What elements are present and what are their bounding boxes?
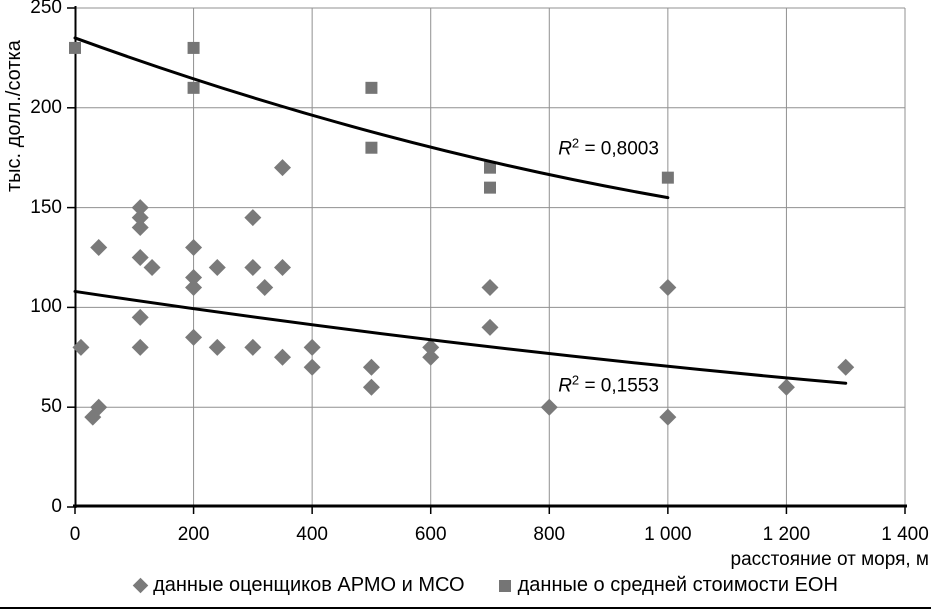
square-legend-icon bbox=[498, 579, 511, 592]
data-point-diamond bbox=[244, 209, 262, 227]
data-point-diamond bbox=[274, 258, 291, 276]
y-tick-label: 100 bbox=[30, 296, 62, 318]
data-point-diamond bbox=[185, 278, 203, 296]
data-point-diamond bbox=[208, 338, 226, 356]
y-tick-label: 250 bbox=[30, 0, 62, 18]
legend-item-eon: данные о средней стоимости ЕОН bbox=[498, 574, 838, 597]
data-point-diamond bbox=[837, 358, 855, 376]
data-point-diamond bbox=[72, 338, 90, 356]
data-point-diamond bbox=[185, 328, 203, 346]
trendline bbox=[73, 36, 670, 200]
data-point-diamond bbox=[422, 338, 440, 356]
trendline bbox=[73, 289, 848, 385]
data-point-diamond bbox=[244, 258, 262, 276]
r2-value: = 0,1553 bbox=[584, 375, 659, 397]
data-point-square bbox=[484, 181, 496, 194]
y-tick-label: 0 bbox=[51, 496, 62, 517]
data-point-diamond bbox=[143, 258, 161, 276]
axes-group bbox=[67, 6, 907, 514]
data-point-diamond bbox=[90, 398, 108, 416]
y-tick-label: 50 bbox=[40, 396, 62, 418]
data-point-diamond bbox=[422, 348, 440, 366]
data-point-diamond bbox=[303, 358, 321, 376]
data-points-group bbox=[69, 41, 855, 426]
data-point-square bbox=[365, 81, 378, 94]
x-tick-label: 600 bbox=[414, 524, 447, 545]
data-point-diamond bbox=[90, 239, 108, 257]
x-tick-label: 800 bbox=[533, 524, 566, 545]
r2-label-eon: R2 = 0,8003 bbox=[558, 135, 659, 160]
data-point-diamond bbox=[131, 249, 149, 266]
r2-value: = 0,8003 bbox=[584, 138, 659, 160]
x-axis-title: расстояние от моря, м bbox=[730, 549, 929, 570]
x-tick-label: 0 bbox=[69, 524, 81, 545]
r2-symbol: R bbox=[558, 375, 572, 397]
r2-exponent: 2 bbox=[571, 135, 580, 151]
data-point-diamond bbox=[659, 278, 677, 296]
legend-item-label: данные оценщиков АРМО и МСО bbox=[153, 574, 465, 596]
r2-symbol: R bbox=[558, 138, 572, 160]
data-point-square bbox=[69, 41, 81, 54]
data-point-square bbox=[661, 171, 674, 184]
scatter-plot bbox=[67, 6, 907, 514]
data-point-diamond bbox=[481, 318, 499, 336]
data-point-diamond bbox=[131, 308, 149, 326]
y-tick-label: 150 bbox=[30, 196, 62, 218]
r2-exponent: 2 bbox=[571, 372, 580, 388]
r2-label-appraisers: R2 = 0,1553 bbox=[558, 373, 659, 398]
data-point-diamond bbox=[185, 268, 203, 286]
data-point-diamond bbox=[244, 338, 262, 356]
data-point-diamond bbox=[481, 278, 499, 296]
data-point-diamond bbox=[131, 338, 149, 356]
x-tick-label: 1 200 bbox=[762, 524, 811, 545]
trendlines-group bbox=[73, 36, 848, 385]
data-point-diamond bbox=[131, 199, 149, 217]
data-point-diamond bbox=[131, 209, 149, 227]
x-tick-label: 1 000 bbox=[644, 524, 692, 545]
legend-item-label: данные о средней стоимости ЕОН bbox=[517, 574, 838, 596]
data-point-diamond bbox=[131, 219, 149, 237]
data-point-diamond bbox=[540, 398, 558, 416]
data-point-square bbox=[187, 81, 200, 94]
y-tick-label: 200 bbox=[30, 96, 62, 118]
data-point-diamond bbox=[659, 408, 677, 426]
data-point-diamond bbox=[185, 239, 203, 257]
data-point-diamond bbox=[256, 278, 274, 296]
gridlines-group bbox=[75, 7, 906, 507]
data-point-square bbox=[365, 141, 378, 154]
data-point-diamond bbox=[777, 378, 795, 396]
data-point-diamond bbox=[362, 358, 380, 376]
data-point-diamond bbox=[362, 378, 380, 396]
data-point-square bbox=[187, 41, 200, 54]
data-point-diamond bbox=[274, 159, 291, 177]
diamond-legend-icon bbox=[132, 577, 149, 594]
page-bottom-border bbox=[0, 607, 931, 609]
data-point-diamond bbox=[303, 338, 321, 356]
data-point-square bbox=[484, 161, 496, 174]
legend: данные оценщиков АРМО и МСО данные о сре… bbox=[0, 574, 931, 597]
data-point-diamond bbox=[274, 348, 291, 366]
legend-item-appraisers: данные оценщиков АРМО и МСО bbox=[132, 574, 465, 597]
x-tick-label: 400 bbox=[296, 524, 328, 545]
x-tick-label: 1 400 bbox=[881, 524, 929, 545]
x-tick-label: 200 bbox=[177, 524, 210, 545]
data-point-diamond bbox=[208, 258, 226, 276]
